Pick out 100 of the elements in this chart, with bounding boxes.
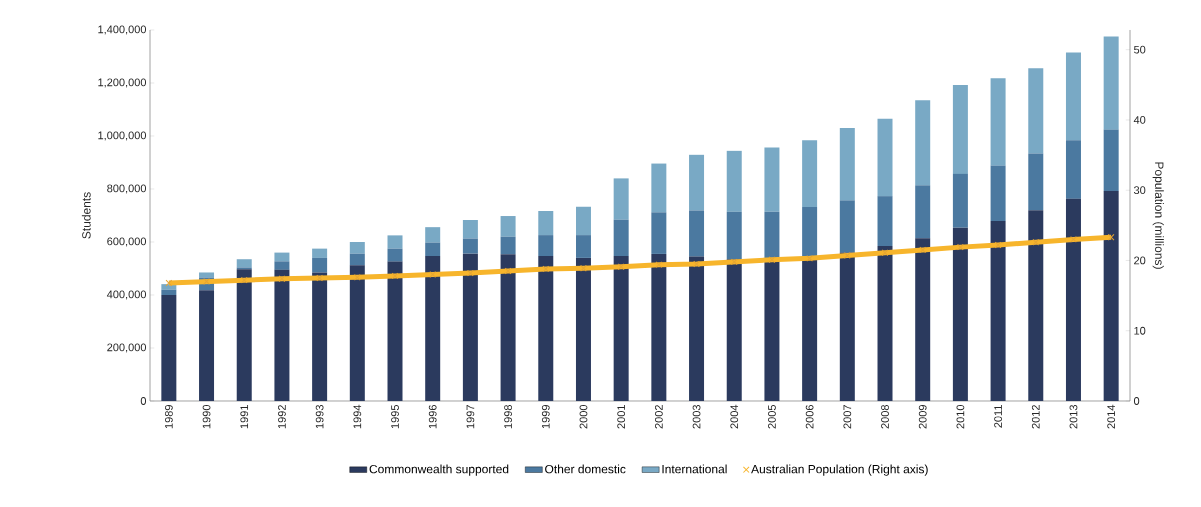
point (919, 246, 927, 254)
bar (915, 100, 931, 186)
bar (575, 235, 591, 258)
bar (312, 248, 328, 258)
x-tick-label: 1993 (315, 405, 324, 429)
y-tick-label: 200,000 (107, 343, 147, 353)
bar (1103, 191, 1119, 401)
y-axis-title: Students (81, 192, 91, 239)
bar (161, 295, 177, 401)
bar (538, 235, 554, 257)
y-tick-label: 1,400,000 (98, 25, 147, 35)
y2-tick-label: 50 (1133, 45, 1146, 54)
x-tick-label: 1990 (202, 404, 211, 429)
bar (952, 227, 968, 401)
bar (274, 269, 290, 401)
point (278, 275, 286, 283)
bar (349, 265, 365, 401)
bar (538, 210, 554, 236)
bar (199, 272, 215, 278)
point (994, 241, 1002, 249)
x-tick-label: 2014 (1107, 404, 1116, 429)
y-tick-label: 400,000 (106, 290, 147, 300)
bar (877, 196, 893, 246)
bar (274, 252, 290, 262)
bar (689, 256, 705, 401)
legend-label: Other domestic (545, 464, 626, 474)
bar (764, 211, 780, 260)
point (806, 255, 813, 262)
legend-label: Australian Population (Right axis) (751, 464, 928, 476)
bar (500, 216, 516, 237)
bar (726, 211, 742, 260)
bar (462, 253, 478, 401)
y-tick-label: 0 (140, 397, 147, 405)
x-tick-label: 2009 (918, 405, 927, 429)
x-tick-label: 2010 (956, 404, 965, 429)
point (165, 279, 173, 287)
bar (236, 259, 252, 268)
bar (802, 140, 818, 208)
bar (651, 163, 667, 213)
y2-tick-label: 0 (1133, 397, 1140, 405)
bar (802, 207, 818, 258)
bar (1103, 129, 1119, 192)
point (1032, 238, 1040, 246)
bar (387, 235, 403, 249)
bar (839, 128, 855, 201)
y2-tick-label: 30 (1133, 186, 1146, 195)
y-tick-label: 800,000 (107, 184, 147, 194)
bar (161, 289, 177, 295)
y2-axis-title: Population (millions) (1152, 162, 1164, 269)
bar (312, 272, 328, 401)
x-tick-label: 2006 (805, 405, 814, 429)
bar (802, 257, 818, 401)
x-tick-label: 1998 (504, 405, 512, 429)
point (316, 274, 323, 282)
bar (425, 242, 441, 257)
x-tick-label: 2005 (768, 405, 776, 429)
bar (462, 238, 478, 254)
bar (651, 253, 667, 401)
bar (425, 256, 441, 401)
bar (500, 236, 516, 255)
y-tick-label: 600,000 (107, 237, 147, 247)
bar (952, 85, 968, 174)
point (353, 274, 361, 281)
point (1107, 233, 1115, 241)
bar (915, 238, 931, 401)
bar (990, 221, 1006, 401)
bar (726, 259, 742, 401)
point (843, 252, 851, 259)
x-tick-label: 2003 (692, 405, 701, 429)
point (768, 256, 776, 264)
y-tick-label: 1,000,000 (98, 131, 147, 141)
bar (575, 257, 591, 401)
point (429, 271, 437, 278)
x-tick-label: 1994 (353, 404, 362, 429)
bar (839, 252, 855, 401)
y2-tick-label: 10 (1134, 326, 1146, 335)
point (467, 269, 474, 277)
point (957, 243, 964, 251)
bar (764, 147, 780, 212)
bar (462, 220, 478, 239)
bar (1028, 153, 1044, 211)
x-tick-label: 2007 (843, 405, 852, 429)
bar (990, 165, 1006, 222)
bar (689, 154, 705, 211)
bar (839, 200, 855, 253)
bar (651, 212, 667, 254)
bar (349, 253, 365, 266)
bar (689, 210, 705, 257)
x-tick-label: 2012 (1031, 405, 1040, 429)
point (1070, 236, 1077, 243)
bar (877, 245, 893, 401)
point (881, 249, 889, 257)
x-tick-label: 2008 (881, 405, 889, 429)
legend-label: International (662, 464, 727, 474)
bar (1065, 52, 1081, 141)
point (693, 260, 700, 268)
x-tick-label: 1989 (164, 405, 173, 429)
bar (1028, 210, 1044, 401)
legend-label: Commonwealth supported (369, 464, 509, 476)
point (580, 264, 587, 272)
